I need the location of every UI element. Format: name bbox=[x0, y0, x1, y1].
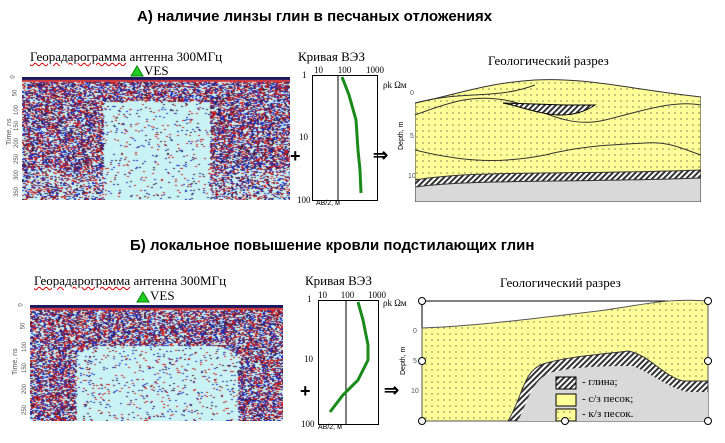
radargram-b-label-rest: антенна 300МГц bbox=[130, 273, 227, 288]
depth-tick: 5 bbox=[410, 133, 414, 140]
x-tick: 1000 bbox=[366, 65, 384, 75]
ves-a-y-unit: АВ/2, м bbox=[316, 200, 340, 207]
legend-swatch-fine-sand bbox=[555, 393, 577, 407]
clay-lens bbox=[502, 102, 597, 116]
legend-swatch-clay bbox=[555, 376, 577, 390]
radargram-a-label-main: Георадарограмма bbox=[30, 49, 127, 64]
panel-b-title: Б) локальное повышение кровли подстилающ… bbox=[130, 237, 535, 254]
time-tick: 250 bbox=[14, 153, 21, 165]
ves-a-x-ticks: 10 100 1000 bbox=[314, 65, 384, 75]
section-a-title: Геологический разрез bbox=[488, 53, 609, 68]
x-tick: 10 bbox=[314, 65, 323, 75]
x-tick: 10 bbox=[318, 290, 327, 300]
ves-b-chart bbox=[318, 300, 379, 425]
radargram-a-label: Георадарограмма антенна 300МГц bbox=[30, 49, 222, 65]
ves-b-title: Кривая ВЭЗ bbox=[305, 273, 373, 288]
x-tick: 100 bbox=[340, 290, 355, 300]
section-b-title: Геологический разрез bbox=[500, 275, 621, 290]
ves-b-y-unit: АВ/2, м bbox=[318, 424, 342, 431]
time-tick: 100 bbox=[22, 342, 29, 353]
ves-marker-label: VES bbox=[144, 63, 169, 78]
y-tick: 100 bbox=[297, 195, 311, 205]
ves-marker-icon bbox=[130, 65, 144, 77]
y-tick: 1 bbox=[302, 70, 307, 80]
radargram-a-label-rest: антенна 300МГц bbox=[126, 49, 223, 64]
ves-b-x-unit: ρk Ωм bbox=[383, 298, 407, 308]
x-tick: 100 bbox=[337, 65, 352, 75]
section-b-axis-label: Depth, m bbox=[400, 346, 407, 375]
legend-fine-sand-label: - с/з песок; bbox=[582, 393, 634, 405]
ves-a-chart bbox=[312, 75, 378, 201]
plus-sign: + bbox=[300, 381, 311, 401]
depth-tick: 0 bbox=[410, 90, 414, 97]
ves-marker-icon bbox=[136, 291, 150, 303]
time-tick: 50 bbox=[20, 322, 27, 330]
y-tick: 100 bbox=[301, 419, 315, 429]
y-tick: 1 bbox=[307, 294, 312, 304]
depth-tick: 10 bbox=[408, 173, 416, 180]
time-tick: 0 bbox=[10, 75, 17, 79]
radargram-b-label: Георадарограмма антенна 300МГц bbox=[34, 273, 226, 289]
legend-clay-label: - глина; bbox=[582, 376, 618, 388]
radargram-b-ticks: 0 50 100 150 200 250 bbox=[18, 303, 30, 421]
ves-b-curve bbox=[328, 301, 370, 413]
time-tick: 300 bbox=[14, 170, 21, 181]
time-tick: 200 bbox=[14, 137, 21, 148]
radargram-b-axis-label: Time, ns bbox=[12, 348, 19, 375]
section-a-axis-label: Depth, m bbox=[398, 121, 405, 150]
radargram-a-image bbox=[22, 77, 290, 200]
time-tick: 0 bbox=[18, 303, 25, 307]
depth-tick: 0 bbox=[413, 328, 417, 335]
time-tick: 200 bbox=[22, 384, 29, 395]
plus-sign: + bbox=[290, 146, 301, 166]
ves-a-x-unit: ρk Ωм bbox=[383, 80, 407, 90]
arrow-icon: ⇒ bbox=[373, 145, 389, 165]
y-tick: 10 bbox=[299, 132, 308, 142]
time-tick: 50 bbox=[12, 90, 19, 97]
depth-tick: 5 bbox=[413, 358, 417, 365]
section-b-diagram bbox=[418, 297, 712, 425]
panel-a-title: А) наличие линзы глин в песчаных отложен… bbox=[137, 8, 493, 25]
time-tick: 350 bbox=[14, 186, 21, 197]
legend-coarse-sand-label: - к/з песок. bbox=[582, 408, 634, 420]
ves-a-curve bbox=[340, 76, 363, 194]
radargram-b-image bbox=[30, 305, 283, 421]
arrow-icon: ⇒ bbox=[384, 380, 400, 400]
depth-tick: 10 bbox=[411, 388, 419, 395]
time-tick: 250 bbox=[22, 405, 29, 416]
time-tick: 100 bbox=[14, 104, 21, 115]
y-tick: 10 bbox=[304, 354, 313, 364]
ves-b-x-ticks: 10 100 1000 bbox=[318, 290, 386, 300]
legend bbox=[555, 376, 577, 422]
section-a-diagram bbox=[415, 75, 701, 202]
radargram-a-ticks: 0 50 100 150 200 250 300 350 bbox=[10, 75, 22, 200]
time-tick: 150 bbox=[14, 121, 21, 132]
x-tick: 1000 bbox=[368, 290, 386, 300]
ves-a-title: Кривая ВЭЗ bbox=[298, 49, 366, 64]
ves-marker-label: VES bbox=[150, 288, 175, 303]
time-tick: 150 bbox=[22, 363, 29, 374]
radargram-b-label-main: Георадарограмма bbox=[34, 273, 131, 288]
